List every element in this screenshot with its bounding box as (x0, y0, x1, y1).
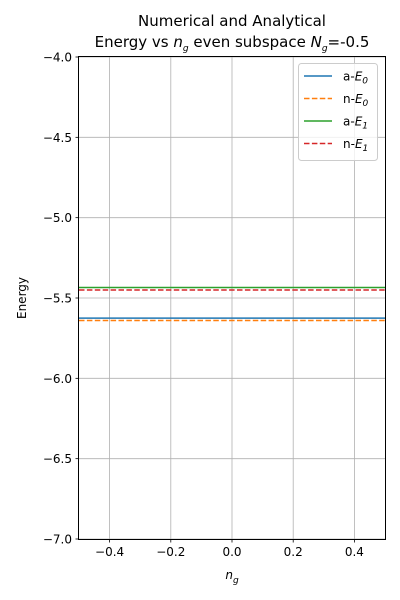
y-tick-label: −7.0 (43, 533, 72, 547)
x-tick-label: 0.2 (284, 545, 303, 559)
x-tick-label: 0.4 (345, 545, 364, 559)
y-tick-label: −4.0 (43, 51, 72, 65)
series-lines (79, 286, 385, 322)
x-axis-ticks: −0.4 −0.2 0.0 0.2 0.4 (95, 539, 364, 559)
chart-title-line2: Energy vs ng even subspace Ng=-0.5 (95, 33, 370, 54)
y-axis-ticks: −7.0 −6.5 −6.0 −5.5 −5.0 −4.5 −4.0 (43, 51, 79, 547)
y-tick-label: −6.0 (43, 372, 72, 386)
x-axis-label: ng (225, 568, 239, 586)
y-tick-label: −4.5 (43, 131, 72, 145)
x-tick-label: 0.0 (222, 545, 241, 559)
x-tick-label: −0.2 (156, 545, 185, 559)
y-tick-label: −5.5 (43, 292, 72, 306)
legend: a-E0 n-E0 a-E1 n-E1 (298, 63, 378, 161)
legend-label-n-E0: n-E0 (343, 92, 369, 109)
y-tick-label: −6.5 (43, 452, 72, 466)
legend-label-a-E0: a-E0 (343, 70, 368, 87)
legend-label-n-E1: n-E1 (343, 137, 368, 154)
y-tick-label: −5.0 (43, 211, 72, 225)
chart-title-line1: Numerical and Analytical (138, 12, 326, 30)
x-tick-label: −0.4 (95, 545, 124, 559)
legend-label-a-E1: a-E1 (343, 115, 368, 132)
legend-box (298, 63, 378, 161)
y-axis-label: Energy (15, 277, 29, 319)
